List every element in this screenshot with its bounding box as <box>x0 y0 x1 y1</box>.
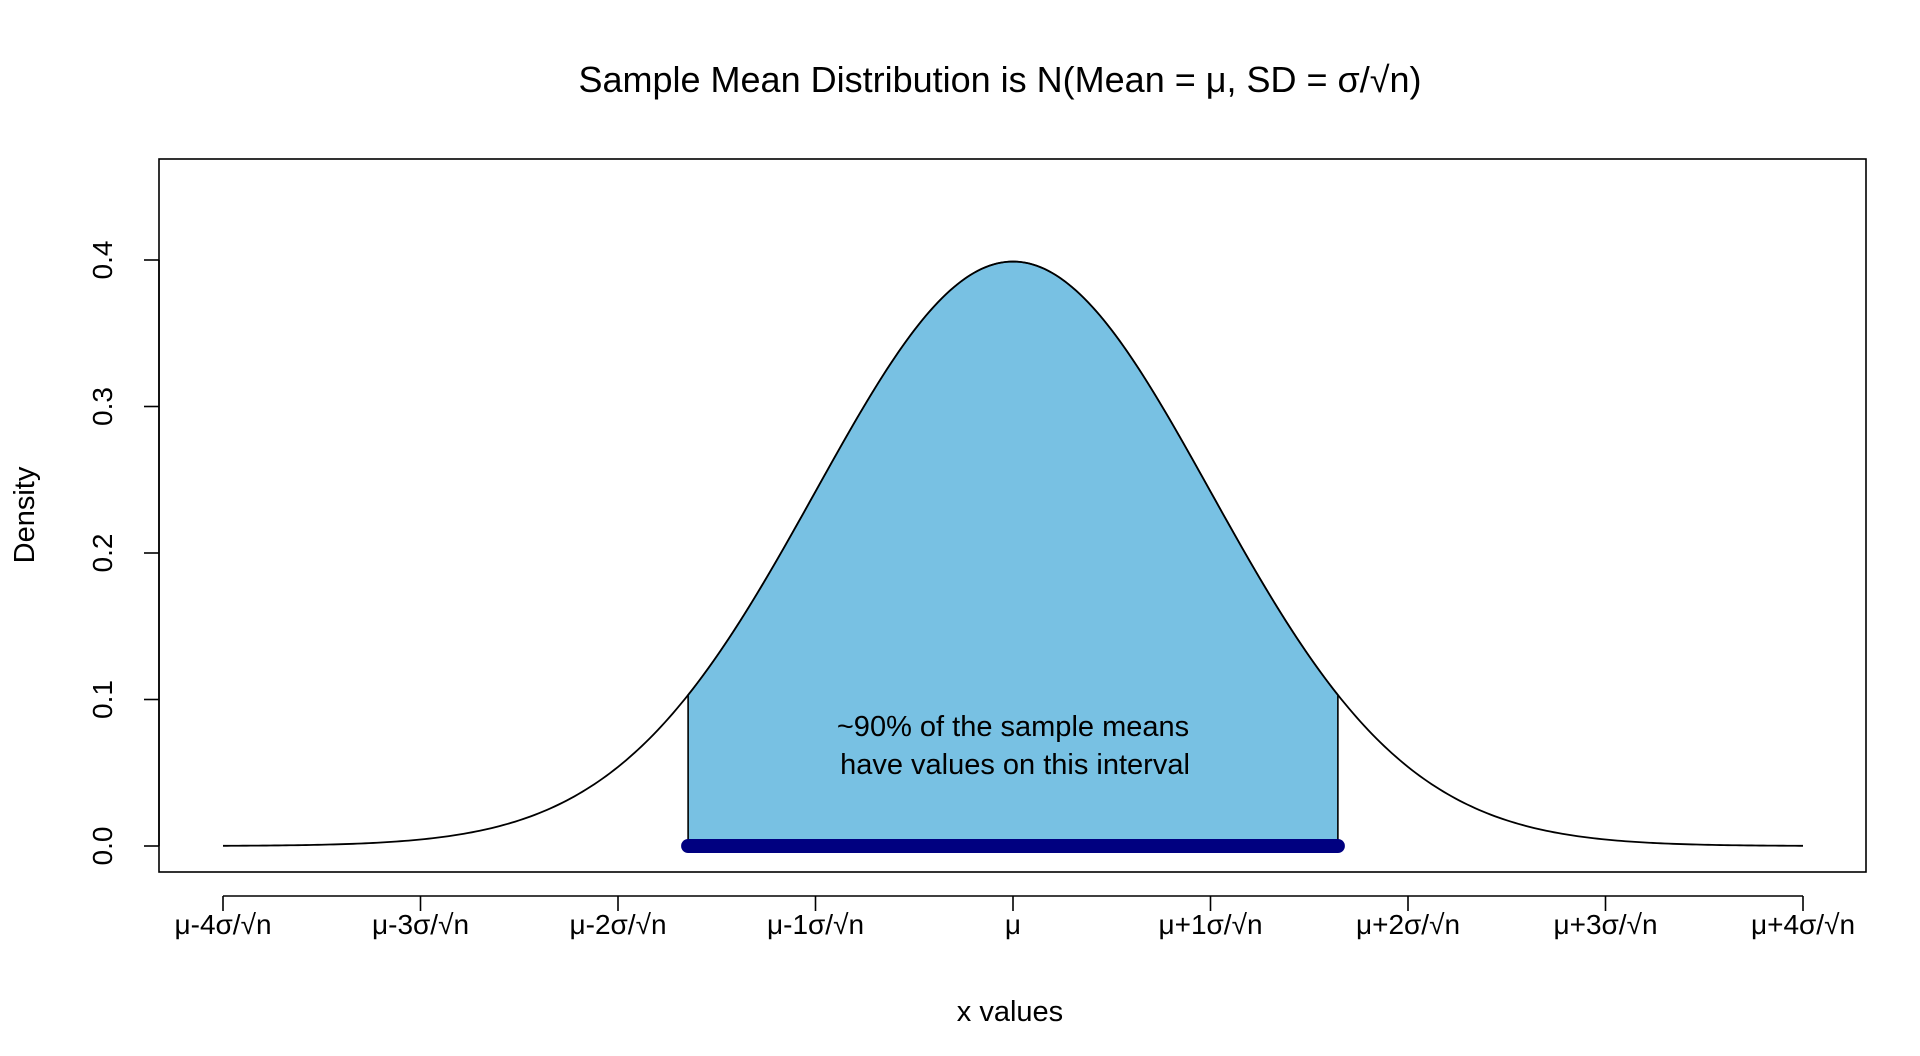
chart-title: Sample Mean Distribution is N(Mean = μ, … <box>578 59 1421 100</box>
x-tick-label: μ <box>1005 909 1021 940</box>
y-axis: 0.0 0.1 0.2 0.3 0.4 <box>87 241 160 866</box>
x-axis: μ-4σ/√n μ-3σ/√n μ-2σ/√n μ-1σ/√n μ μ+1σ/√n μ+2σ… <box>174 895 1855 940</box>
x-tick-label: μ+3σ/√n <box>1553 909 1657 940</box>
density-curve <box>222 260 1804 847</box>
plot-area <box>158 158 1867 873</box>
y-tick-label: 0.1 <box>87 680 118 719</box>
y-tick-label: 0.2 <box>87 534 118 573</box>
annotation-line-2: have values on this interval <box>840 749 1190 781</box>
x-tick-label: μ+4σ/√n <box>1751 909 1855 940</box>
y-tick-label: 0.3 <box>87 387 118 426</box>
x-tick-label: μ-2σ/√n <box>569 909 666 940</box>
y-tick-label: 0.0 <box>87 827 118 866</box>
x-tick-label: μ+1σ/√n <box>1158 909 1262 940</box>
x-tick-label: μ-4σ/√n <box>174 909 271 940</box>
x-tick-label: μ+2σ/√n <box>1356 909 1460 940</box>
x-tick-label: μ-1σ/√n <box>767 909 864 940</box>
y-tick-label: 0.4 <box>87 241 118 280</box>
annotation-line-1: ~90% of the sample means <box>837 711 1189 743</box>
x-tick-label: μ-3σ/√n <box>372 909 469 940</box>
y-axis-title: Density <box>9 466 41 563</box>
x-axis-title: x values <box>957 996 1063 1028</box>
